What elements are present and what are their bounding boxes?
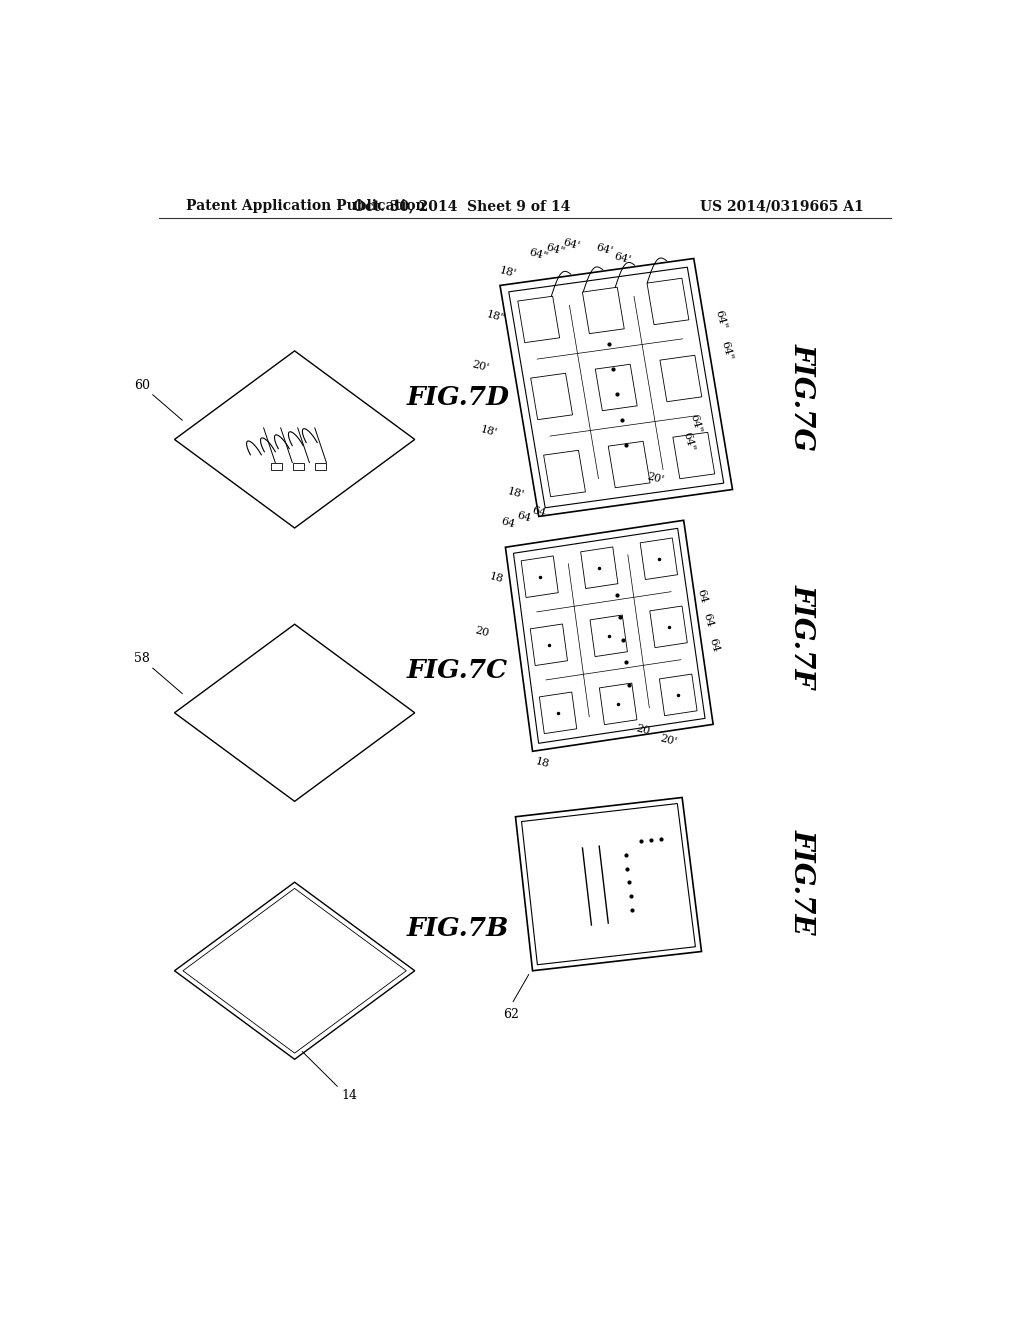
Text: Oct. 30, 2014  Sheet 9 of 14: Oct. 30, 2014 Sheet 9 of 14 (352, 199, 570, 213)
Text: FIG.7C: FIG.7C (407, 657, 508, 682)
Text: 64": 64" (545, 242, 565, 256)
Text: 18': 18' (478, 425, 498, 438)
Text: 64": 64" (681, 432, 695, 453)
Polygon shape (506, 520, 713, 751)
Text: FIG.7G: FIG.7G (788, 343, 816, 451)
Text: 64: 64 (701, 612, 715, 628)
Text: 64': 64' (561, 238, 581, 252)
Text: 60: 60 (134, 379, 150, 392)
Text: Patent Application Publication: Patent Application Publication (186, 199, 426, 213)
Text: FIG.7F: FIG.7F (788, 583, 816, 688)
Text: 58: 58 (134, 652, 150, 665)
Text: 64: 64 (708, 636, 721, 653)
Text: 64": 64" (528, 247, 550, 261)
Text: 20': 20' (471, 359, 490, 374)
Text: 18': 18' (506, 486, 525, 500)
Text: 20: 20 (474, 626, 490, 639)
Text: 20': 20' (645, 471, 665, 484)
Text: FIG.7E: FIG.7E (788, 829, 816, 935)
Text: 14: 14 (341, 1089, 357, 1102)
Text: 20': 20' (658, 734, 678, 747)
Text: FIG.7D: FIG.7D (407, 384, 510, 409)
Text: 64': 64' (595, 242, 614, 256)
Text: FIG.7B: FIG.7B (407, 916, 509, 941)
Text: 18': 18' (498, 265, 517, 280)
Polygon shape (174, 624, 415, 801)
Text: 64': 64' (612, 251, 632, 265)
Bar (314, 462, 326, 470)
Text: 64: 64 (500, 516, 516, 529)
Text: US 2014/0319665 A1: US 2014/0319665 A1 (700, 199, 864, 213)
Polygon shape (174, 351, 415, 528)
Polygon shape (515, 797, 701, 970)
Text: 64": 64" (689, 413, 703, 434)
Bar (271, 462, 283, 470)
Text: 64: 64 (516, 510, 532, 523)
Bar (293, 462, 304, 470)
Text: 64: 64 (695, 587, 709, 605)
Polygon shape (500, 259, 732, 516)
Text: 18: 18 (535, 756, 551, 770)
Text: 18": 18" (485, 309, 507, 323)
Text: 64": 64" (720, 341, 734, 362)
Polygon shape (174, 882, 415, 1059)
Text: 62: 62 (503, 1007, 519, 1020)
Text: 20: 20 (635, 723, 651, 737)
Text: 64: 64 (530, 506, 547, 519)
Text: 64": 64" (714, 309, 728, 331)
Text: 18: 18 (488, 572, 504, 585)
